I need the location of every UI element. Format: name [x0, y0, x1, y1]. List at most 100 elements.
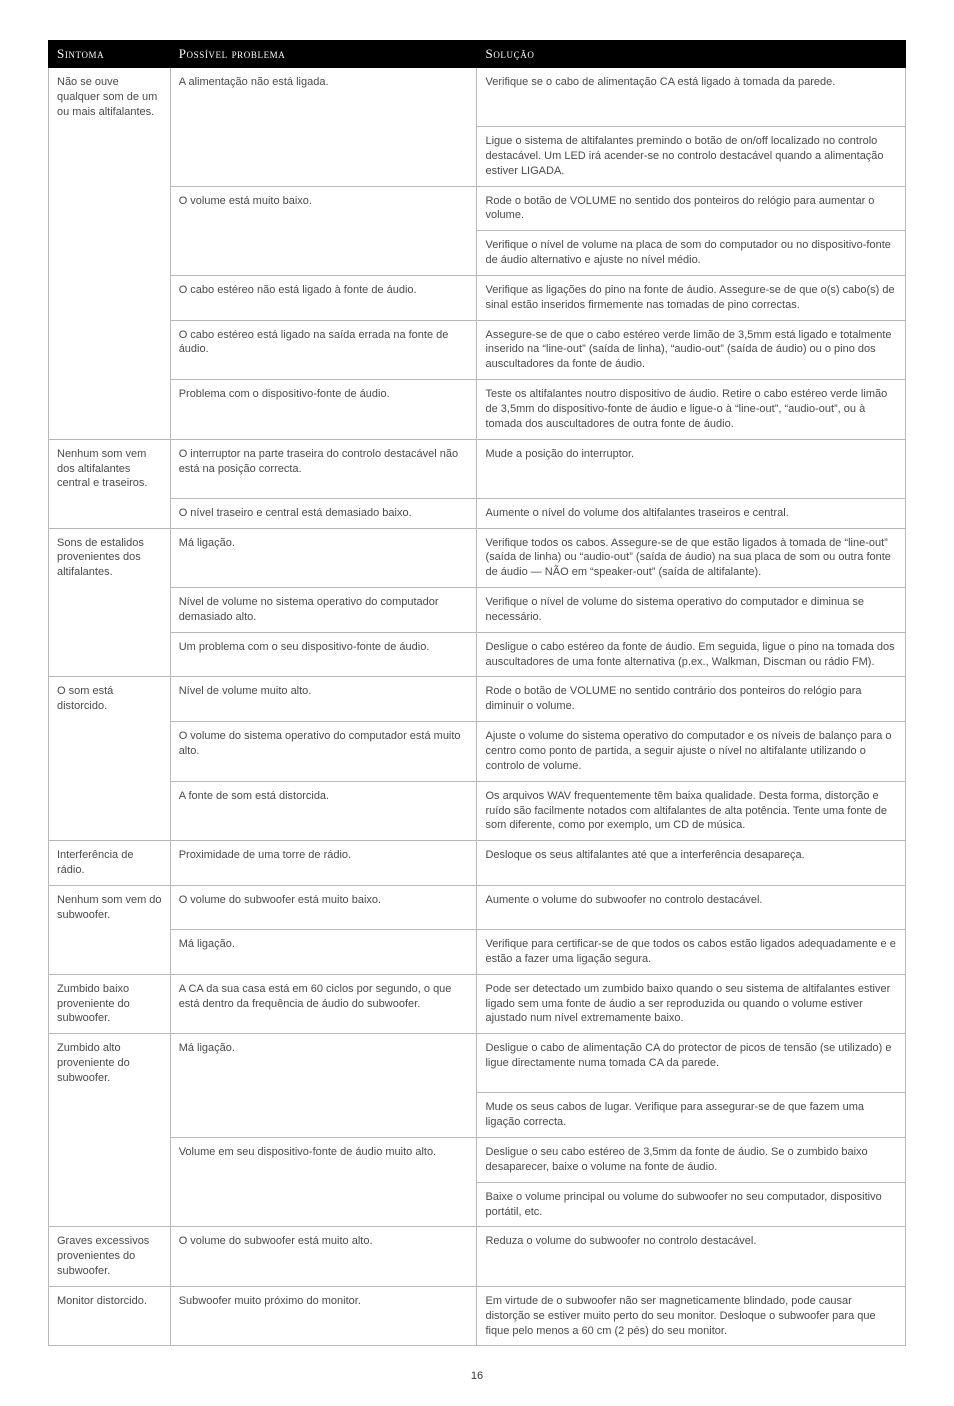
- table-header-row: Sintoma Possível problema Solução: [49, 41, 906, 68]
- cell-solucao: Em virtude de o subwoofer não ser magnet…: [477, 1286, 906, 1346]
- cell-sintoma: [49, 186, 171, 231]
- cell-sintoma: [49, 231, 171, 276]
- table-row: Sons de estalidos provenientes dos altif…: [49, 528, 906, 588]
- table-row: O cabo estéreo está ligado na saída erra…: [49, 320, 906, 380]
- cell-solucao: Verifique todos os cabos. Assegure-se de…: [477, 528, 906, 588]
- cell-solucao: Aumente o volume do subwoofer no control…: [477, 885, 906, 929]
- table-row: O cabo estéreo não está ligado à fonte d…: [49, 275, 906, 320]
- table-row: O volume está muito baixo.Rode o botão d…: [49, 186, 906, 231]
- cell-solucao: Pode ser detectado um zumbido baixo quan…: [477, 974, 906, 1034]
- cell-sintoma: Não se ouve qualquer som de um ou mais a…: [49, 68, 171, 127]
- cell-sintoma: Sons de estalidos provenientes dos altif…: [49, 528, 171, 588]
- cell-problema: O cabo estéreo não está ligado à fonte d…: [170, 275, 477, 320]
- table-row: Graves excessivos provenientes do subwoo…: [49, 1227, 906, 1287]
- table-row: Zumbido baixo proveniente do subwoofer.A…: [49, 974, 906, 1034]
- cell-problema: O cabo estéreo está ligado na saída erra…: [170, 320, 477, 380]
- cell-solucao: Verifique as ligações do pino na fonte d…: [477, 275, 906, 320]
- cell-problema: O volume do subwoofer está muito baixo.: [170, 885, 477, 929]
- cell-problema: Subwoofer muito próximo do monitor.: [170, 1286, 477, 1346]
- cell-sintoma: [49, 1093, 171, 1138]
- cell-problema: A fonte de som está distorcida.: [170, 781, 477, 841]
- cell-sintoma: [49, 127, 171, 187]
- cell-problema: [170, 1182, 477, 1227]
- cell-problema: O volume do subwoofer está muito alto.: [170, 1227, 477, 1287]
- cell-solucao: Rode o botão de VOLUME no sentido dos po…: [477, 186, 906, 231]
- cell-problema: Um problema com o seu dispositivo-fonte …: [170, 632, 477, 677]
- cell-sintoma: [49, 1138, 171, 1183]
- table-row: A fonte de som está distorcida.Os arquiv…: [49, 781, 906, 841]
- cell-sintoma: Nenhum som vem dos altifalantes central …: [49, 439, 171, 498]
- cell-sintoma: [49, 1182, 171, 1227]
- header-sintoma: Sintoma: [49, 41, 171, 68]
- cell-problema: A alimentação não está ligada.: [170, 68, 477, 127]
- cell-sintoma: [49, 722, 171, 782]
- cell-sintoma: Graves excessivos provenientes do subwoo…: [49, 1227, 171, 1287]
- cell-solucao: Mude a posição do interruptor.: [477, 439, 906, 498]
- table-row: Baixe o volume principal ou volume do su…: [49, 1182, 906, 1227]
- cell-sintoma: [49, 781, 171, 841]
- table-row: Mude os seus cabos de lugar. Verifique p…: [49, 1093, 906, 1138]
- cell-solucao: Mude os seus cabos de lugar. Verifique p…: [477, 1093, 906, 1138]
- cell-sintoma: Zumbido baixo proveniente do subwoofer.: [49, 974, 171, 1034]
- cell-problema: [170, 231, 477, 276]
- table-row: Má ligação.Verifique para certificar-se …: [49, 930, 906, 975]
- cell-solucao: Desligue o seu cabo estéreo de 3,5mm da …: [477, 1138, 906, 1183]
- cell-problema: Problema com o dispositivo-fonte de áudi…: [170, 380, 477, 440]
- cell-problema: O volume do sistema operativo do computa…: [170, 722, 477, 782]
- cell-problema: Nível de volume muito alto.: [170, 677, 477, 722]
- cell-problema: Nível de volume no sistema operativo do …: [170, 588, 477, 633]
- table-row: Um problema com o seu dispositivo-fonte …: [49, 632, 906, 677]
- table-row: Ligue o sistema de altifalantes premindo…: [49, 127, 906, 187]
- table-row: O som está distorcido.Nível de volume mu…: [49, 677, 906, 722]
- cell-problema: Má ligação.: [170, 528, 477, 588]
- cell-solucao: Rode o botão de VOLUME no sentido contrá…: [477, 677, 906, 722]
- cell-problema: Má ligação.: [170, 930, 477, 975]
- cell-solucao: Desloque os seus altifalantes até que a …: [477, 841, 906, 886]
- table-row: Não se ouve qualquer som de um ou mais a…: [49, 68, 906, 127]
- cell-sintoma: Zumbido alto proveniente do subwoofer.: [49, 1034, 171, 1093]
- cell-solucao: Os arquivos WAV frequentemente têm baixa…: [477, 781, 906, 841]
- table-row: O nível traseiro e central está demasiad…: [49, 498, 906, 528]
- cell-problema: O volume está muito baixo.: [170, 186, 477, 231]
- table-row: Nenhum som vem dos altifalantes central …: [49, 439, 906, 498]
- cell-sintoma: [49, 930, 171, 975]
- table-row: Interferência de rádio.Proximidade de um…: [49, 841, 906, 886]
- cell-solucao: Reduza o volume do subwoofer no controlo…: [477, 1227, 906, 1287]
- cell-sintoma: Nenhum som vem do subwoofer.: [49, 885, 171, 929]
- cell-problema: [170, 127, 477, 187]
- cell-problema: A CA da sua casa está em 60 ciclos por s…: [170, 974, 477, 1034]
- cell-problema: O interruptor na parte traseira do contr…: [170, 439, 477, 498]
- cell-solucao: Teste os altifalantes noutro dispositivo…: [477, 380, 906, 440]
- cell-sintoma: [49, 320, 171, 380]
- table-row: Verifique o nível de volume na placa de …: [49, 231, 906, 276]
- cell-solucao: Verifique o nível de volume do sistema o…: [477, 588, 906, 633]
- cell-solucao: Aumente o nível do volume dos altifalant…: [477, 498, 906, 528]
- cell-solucao: Ajuste o volume do sistema operativo do …: [477, 722, 906, 782]
- cell-sintoma: Interferência de rádio.: [49, 841, 171, 886]
- cell-solucao: Verifique se o cabo de alimentação CA es…: [477, 68, 906, 127]
- cell-sintoma: O som está distorcido.: [49, 677, 171, 722]
- cell-sintoma: [49, 275, 171, 320]
- cell-sintoma: [49, 498, 171, 528]
- cell-problema: Proximidade de uma torre de rádio.: [170, 841, 477, 886]
- table-row: Problema com o dispositivo-fonte de áudi…: [49, 380, 906, 440]
- table-row: Monitor distorcido.Subwoofer muito próxi…: [49, 1286, 906, 1346]
- cell-sintoma: [49, 380, 171, 440]
- table-row: Volume em seu dispositivo-fonte de áudio…: [49, 1138, 906, 1183]
- cell-solucao: Desligue o cabo estéreo da fonte de áudi…: [477, 632, 906, 677]
- table-row: Nível de volume no sistema operativo do …: [49, 588, 906, 633]
- cell-solucao: Ligue o sistema de altifalantes premindo…: [477, 127, 906, 187]
- table-row: O volume do sistema operativo do computa…: [49, 722, 906, 782]
- header-solucao: Solução: [477, 41, 906, 68]
- cell-sintoma: Monitor distorcido.: [49, 1286, 171, 1346]
- troubleshooting-table: Sintoma Possível problema Solução Não se…: [48, 40, 906, 1346]
- cell-solucao: Assegure-se de que o cabo estéreo verde …: [477, 320, 906, 380]
- cell-sintoma: [49, 632, 171, 677]
- cell-problema: [170, 1093, 477, 1138]
- cell-sintoma: [49, 588, 171, 633]
- page-number: 16: [48, 1370, 906, 1382]
- cell-solucao: Desligue o cabo de alimentação CA do pro…: [477, 1034, 906, 1093]
- cell-problema: Volume em seu dispositivo-fonte de áudio…: [170, 1138, 477, 1183]
- table-row: Nenhum som vem do subwoofer.O volume do …: [49, 885, 906, 929]
- cell-problema: O nível traseiro e central está demasiad…: [170, 498, 477, 528]
